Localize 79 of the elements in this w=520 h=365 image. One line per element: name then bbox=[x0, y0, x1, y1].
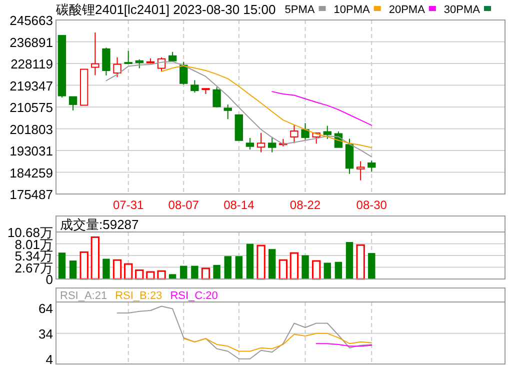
bar bbox=[290, 252, 299, 280]
bar bbox=[213, 264, 220, 279]
line-series bbox=[161, 65, 372, 148]
bar bbox=[368, 253, 376, 279]
bar bbox=[124, 263, 133, 280]
candlestick bbox=[224, 104, 232, 120]
bar bbox=[268, 249, 276, 279]
x-tick-label: 08-07 bbox=[168, 198, 200, 212]
y-tick-label: 201803 bbox=[10, 122, 53, 137]
bar bbox=[256, 244, 266, 280]
bar bbox=[235, 256, 243, 279]
legend-label: 30PMA bbox=[444, 4, 481, 16]
y-tick-label: 219347 bbox=[10, 78, 53, 94]
candlestick bbox=[323, 125, 332, 140]
bar bbox=[278, 259, 288, 280]
bar bbox=[334, 262, 342, 279]
bar bbox=[102, 258, 110, 279]
y-tick-label: 210575 bbox=[10, 100, 53, 115]
y-tick-label: 193031 bbox=[10, 144, 53, 158]
bar bbox=[80, 251, 88, 280]
candlestick bbox=[212, 86, 221, 108]
y-tick-label: 175487 bbox=[10, 187, 53, 202]
text: RSI_B:23 bbox=[115, 290, 162, 302]
candlestick bbox=[256, 132, 266, 153]
candlestick bbox=[290, 124, 298, 144]
y-tick-label: 64 bbox=[38, 300, 53, 316]
candlestick bbox=[246, 137, 254, 150]
bar bbox=[112, 259, 122, 280]
x-tick-label: 08-14 bbox=[224, 198, 255, 212]
line-series bbox=[116, 306, 372, 360]
bar bbox=[191, 266, 198, 279]
bar bbox=[312, 260, 321, 280]
legend-label: 20PMA bbox=[388, 4, 426, 16]
y-tick-label: 184259 bbox=[10, 165, 53, 180]
bar bbox=[346, 242, 354, 279]
legend-label: 10PMA bbox=[334, 4, 370, 16]
y-tick-label: 10.68万 bbox=[7, 225, 53, 240]
candlestick bbox=[345, 138, 354, 174]
line-series bbox=[183, 332, 372, 352]
x-tick-label: 07-31 bbox=[112, 198, 144, 212]
bar bbox=[246, 244, 254, 279]
y-tick-label: 245663 bbox=[10, 13, 53, 28]
bar bbox=[69, 260, 77, 279]
candlestick bbox=[190, 80, 199, 94]
candlestick bbox=[368, 160, 376, 172]
bar bbox=[90, 236, 100, 280]
y-tick-label: 228119 bbox=[10, 56, 53, 72]
bar bbox=[168, 274, 176, 279]
bar bbox=[302, 255, 309, 279]
candlestick bbox=[91, 32, 100, 76]
candlestick bbox=[113, 56, 122, 78]
candlestick bbox=[157, 56, 166, 72]
line-series bbox=[272, 91, 372, 126]
candlestick bbox=[356, 160, 365, 181]
bar bbox=[324, 262, 331, 279]
chart-title: 碳酸锂2401[lc2401] 2023-08-30 15:00 bbox=[55, 2, 276, 17]
y-tick-label: 34 bbox=[38, 326, 53, 342]
bar bbox=[146, 271, 155, 280]
y-tick-label: 4 bbox=[46, 352, 53, 365]
x-tick-label: 08-22 bbox=[290, 198, 321, 212]
y-tick-label: 236891 bbox=[10, 34, 53, 50]
text: RSI_C:20 bbox=[170, 290, 218, 302]
candlestick bbox=[124, 50, 132, 64]
candlestick bbox=[268, 136, 276, 153]
bar bbox=[58, 252, 66, 279]
bar bbox=[135, 269, 144, 280]
bar bbox=[224, 256, 232, 279]
series-label: RSI_A:21 bbox=[60, 290, 108, 302]
bar bbox=[157, 270, 166, 280]
bar bbox=[201, 268, 210, 280]
bar bbox=[356, 244, 365, 280]
candlestick bbox=[68, 96, 78, 111]
x-tick-label: 08-30 bbox=[356, 198, 388, 212]
bar bbox=[180, 266, 188, 279]
chart-title: 成交量:59287 bbox=[60, 217, 139, 232]
candlestick bbox=[301, 122, 310, 140]
legend-label: 5PMA bbox=[284, 4, 316, 16]
candlestick bbox=[102, 47, 110, 76]
candlestick bbox=[180, 61, 188, 86]
